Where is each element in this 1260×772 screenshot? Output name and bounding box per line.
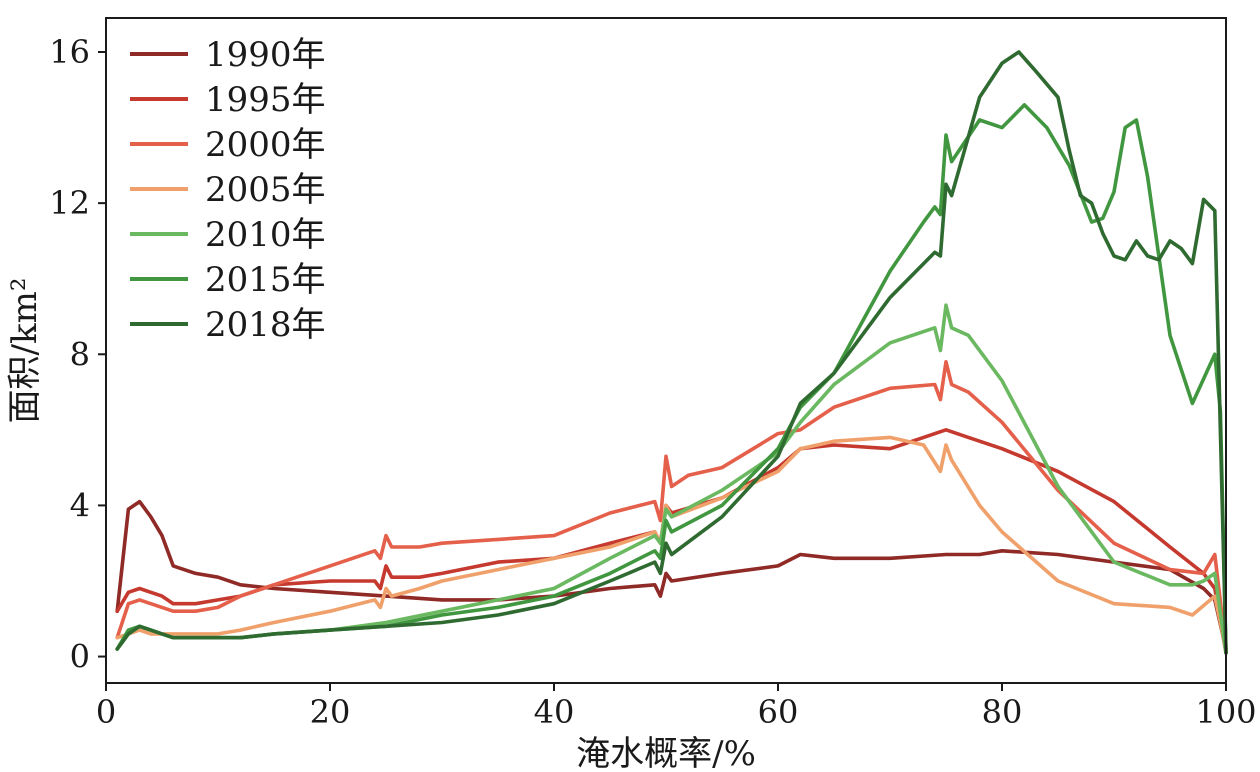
y-axis-label: 面积/km²: [5, 278, 45, 424]
x-tick-label: 100: [1195, 693, 1256, 731]
x-tick-label: 0: [96, 693, 116, 731]
legend-label: 2010年: [205, 215, 326, 255]
series-lines: [115, 50, 1228, 655]
legend-label: 1995年: [205, 80, 326, 120]
series-line-6: [115, 50, 1228, 655]
legend-label: 2015年: [205, 260, 326, 300]
x-axis: 0 20 40 60 80 100: [96, 683, 1257, 731]
y-tick-label: 4: [70, 486, 90, 524]
legend: 1990年 1995年 2000年 2005年 2010年 2015年 2018年: [130, 35, 326, 345]
legend-label: 2005年: [205, 170, 326, 210]
x-tick-label: 20: [310, 693, 351, 731]
y-tick-label: 16: [49, 33, 90, 71]
series-line-0: [115, 499, 1228, 651]
series-line-1: [115, 428, 1228, 655]
x-tick-label: 40: [534, 693, 575, 731]
y-tick-label: 0: [70, 638, 90, 676]
legend-label: 1990年: [205, 35, 326, 75]
series-line-2: [115, 360, 1228, 651]
x-tick-label: 60: [758, 693, 799, 731]
x-tick-label: 80: [982, 693, 1023, 731]
series-line-3: [115, 435, 1228, 651]
plot-frame: [105, 17, 1227, 684]
y-axis: 0 4 8 12 16: [49, 33, 106, 676]
legend-label: 2000年: [205, 125, 326, 165]
legend-label: 2018年: [205, 305, 326, 345]
y-tick-label: 8: [70, 335, 90, 373]
y-tick-label: 12: [49, 184, 90, 222]
x-axis-label: 淹水概率/%: [576, 734, 756, 772]
